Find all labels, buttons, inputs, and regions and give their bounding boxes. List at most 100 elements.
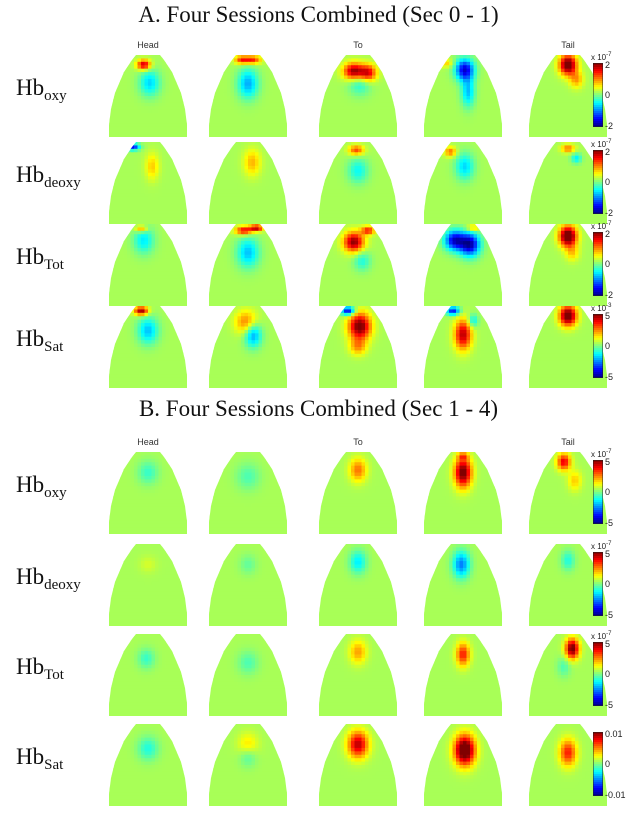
map-cell [155, 193, 159, 198]
map-cell [116, 89, 121, 93]
map-cell [365, 96, 369, 100]
map-cell [113, 172, 117, 177]
map-cell [255, 126, 259, 131]
map-cell [361, 210, 366, 215]
map-cell [466, 169, 471, 174]
map-cell [365, 133, 369, 137]
map-cell [158, 142, 163, 146]
map-cell [130, 145, 135, 150]
map-cell [258, 210, 263, 215]
map-cell [151, 193, 156, 198]
map-cell [319, 92, 320, 97]
map-cell [265, 183, 270, 187]
map-cell [223, 145, 228, 150]
map-cell [283, 109, 287, 114]
colorbar-step [593, 63, 603, 66]
map-cell [141, 179, 145, 184]
map-cell [438, 130, 443, 134]
map-cell [169, 113, 173, 117]
map-cell [144, 220, 149, 224]
map-cell [466, 142, 471, 146]
map-cell [209, 72, 210, 76]
map-cell [456, 130, 460, 134]
map-cell [361, 130, 366, 134]
map-cell [351, 102, 355, 107]
map-cell [396, 186, 397, 191]
map-cell [209, 210, 214, 215]
map-cell [351, 61, 355, 66]
map-cell [428, 148, 432, 153]
map-cell [172, 78, 177, 83]
map-cell [158, 193, 163, 198]
map-cell [491, 78, 495, 83]
map-cell [241, 130, 245, 134]
map-cell [351, 159, 355, 163]
map-cell [116, 220, 121, 224]
map-cell [137, 106, 142, 111]
map-cell [585, 133, 590, 137]
map-cell [109, 106, 114, 111]
map-cell [216, 89, 221, 93]
map-cell [554, 78, 558, 83]
map-cell [127, 145, 131, 150]
map-cell [473, 176, 478, 180]
map-cell [477, 65, 481, 70]
map-cell [501, 130, 502, 134]
map-cell [498, 172, 502, 177]
map-cell [480, 159, 485, 163]
map-cell [227, 78, 231, 83]
map-cell [234, 130, 238, 134]
map-cell [109, 96, 110, 100]
map-cell [589, 133, 593, 137]
map-cell [442, 89, 446, 93]
map-cell [109, 96, 114, 100]
map-cell [120, 186, 124, 191]
map-cell [396, 75, 397, 80]
map-cell [127, 75, 131, 80]
map-cell [536, 65, 541, 70]
map-cell [442, 130, 446, 134]
map-cell [109, 217, 110, 221]
map-cell [396, 148, 397, 153]
map-cell [158, 58, 163, 63]
map-cell [326, 183, 331, 187]
map-cell [151, 113, 156, 117]
map-cell [358, 75, 362, 80]
map-cell [251, 123, 256, 128]
map-cell [127, 85, 131, 90]
map-cell [375, 169, 380, 174]
map-cell [459, 68, 464, 73]
map-cell [442, 179, 446, 184]
map-cell [344, 109, 348, 114]
map-cell [116, 96, 121, 100]
map-cell [606, 123, 607, 128]
map-cell [386, 217, 390, 221]
map-cell [279, 220, 284, 224]
map-cell [127, 155, 131, 160]
map-cell [220, 113, 224, 117]
map-cell [237, 217, 242, 221]
colorbar-step [593, 89, 603, 92]
map-cell [326, 162, 331, 167]
map-cell [134, 78, 138, 83]
map-cell [265, 169, 270, 174]
map-cell [279, 213, 284, 218]
map-cell [372, 200, 376, 204]
map-cell [172, 58, 177, 63]
map-cell [529, 119, 530, 124]
map-cell [571, 65, 576, 70]
map-cell [431, 155, 436, 160]
map-cell [431, 119, 436, 124]
map-cell [251, 203, 256, 208]
map-cell [498, 155, 502, 160]
map-cell [109, 92, 110, 97]
map-cell [344, 183, 348, 187]
map-cell [575, 113, 579, 117]
map-cell [109, 109, 114, 114]
map-cell [158, 169, 163, 174]
map-cell [241, 123, 245, 128]
map-cell [379, 82, 383, 87]
map-cell [319, 210, 320, 215]
map-cell [487, 169, 492, 174]
map-cell [396, 119, 397, 124]
